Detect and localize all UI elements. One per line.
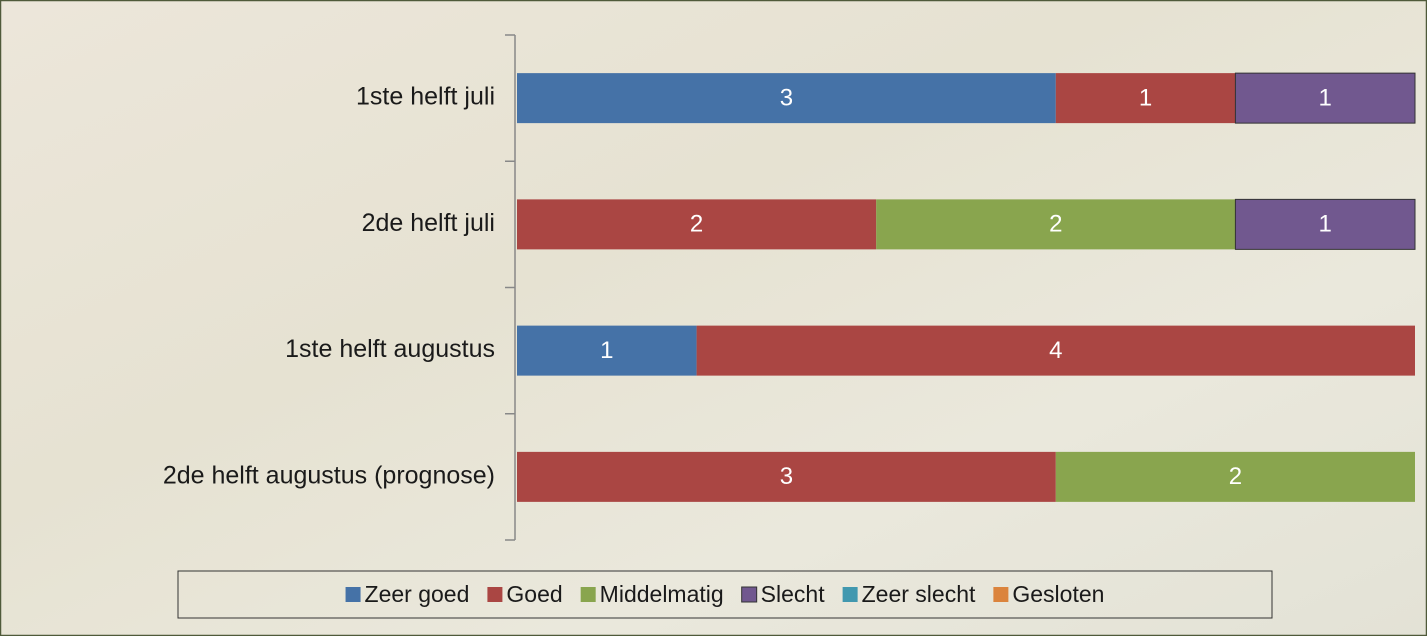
legend-swatch	[742, 587, 757, 602]
y-tick-label: 1ste helft juli	[356, 83, 495, 111]
legend-swatch	[843, 587, 858, 602]
data-label: 2	[1229, 463, 1242, 490]
data-label: 2	[690, 211, 703, 238]
data-label: 3	[780, 84, 793, 111]
legend-label: Zeer slecht	[862, 581, 976, 607]
data-label: 1	[1139, 84, 1152, 111]
data-label: 1	[1319, 84, 1332, 111]
legend-label: Slecht	[761, 581, 826, 607]
chart: 1ste helft juli 3 1 1 2de helft juli 2 2 1 1ste …	[0, 0, 1427, 636]
legend-swatch	[346, 587, 361, 602]
data-label: 4	[1049, 337, 1062, 364]
data-label: 1	[600, 337, 613, 364]
legend-label: Zeer goed	[365, 581, 470, 607]
legend-swatch	[993, 587, 1008, 602]
legend-swatch	[581, 587, 596, 602]
legend-label: Middelmatig	[600, 581, 724, 607]
legend-label: Goed	[506, 581, 562, 607]
data-label: 3	[780, 463, 793, 490]
y-tick-label: 1ste helft augustus	[285, 335, 495, 363]
y-tick-label: 2de helft augustus (prognose)	[163, 461, 495, 489]
legend-swatch	[487, 587, 502, 602]
data-label: 2	[1049, 211, 1062, 238]
legend-label: Gesloten	[1012, 581, 1104, 607]
y-tick-label: 2de helft juli	[362, 209, 495, 237]
data-label: 1	[1319, 211, 1332, 238]
page: {"chart_data": {"type": "stacked-bar-hor…	[0, 0, 1427, 636]
